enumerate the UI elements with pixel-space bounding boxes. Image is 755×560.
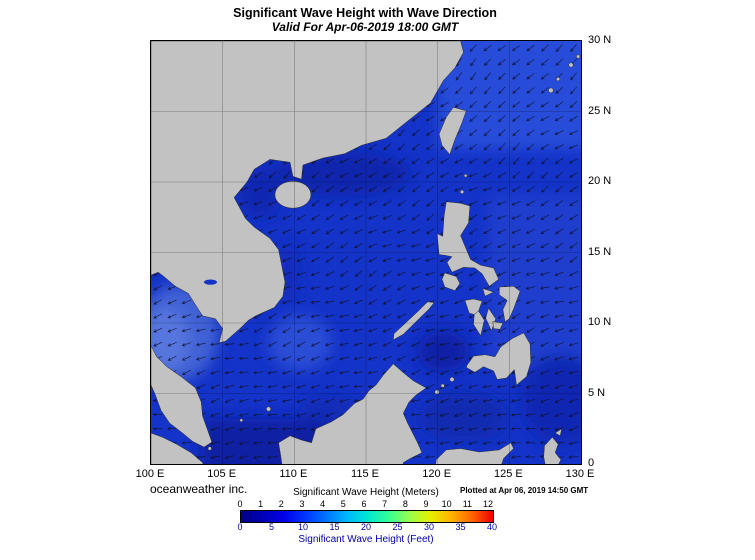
meters-tick-value: 8 bbox=[402, 499, 408, 509]
lat-tick-label: 30 N bbox=[588, 34, 612, 46]
meters-tick-value: 11 bbox=[462, 499, 473, 509]
feet-tick-value: 0 bbox=[237, 522, 243, 532]
feet-tick-value: 15 bbox=[329, 522, 340, 532]
lon-tick-label: 100 E bbox=[135, 468, 165, 480]
chart-title: Significant Wave Height with Wave Direct… bbox=[233, 6, 497, 20]
legend-feet-ticks: 0 5 10 15 20 25 30 35 40 bbox=[237, 522, 497, 532]
lat-tick-label: 0 bbox=[588, 457, 595, 469]
lon-tick-label: 130 E bbox=[565, 468, 595, 480]
feet-tick-value: 35 bbox=[455, 522, 466, 532]
meters-tick-value: 6 bbox=[361, 499, 367, 509]
feet-tick-value: 20 bbox=[360, 522, 372, 532]
lat-tick-label: 5 N bbox=[588, 386, 606, 399]
meters-tick-value: 5 bbox=[340, 499, 346, 509]
lon-tick-label: 125 E bbox=[493, 468, 523, 480]
meters-tick-value: 2 bbox=[278, 499, 284, 509]
chart-subtitle: Valid For Apr-06-2019 18:00 GMT bbox=[271, 20, 459, 34]
lon-tick-label: 120 E bbox=[422, 468, 452, 480]
plotted-timestamp: Plotted at Apr 06, 2019 14:50 GMT bbox=[460, 486, 589, 495]
feet-tick-value: 5 bbox=[268, 522, 275, 532]
legend-title-meters: Significant Wave Height (Meters) bbox=[293, 487, 439, 498]
map-frame bbox=[150, 40, 582, 465]
feet-tick-value: 40 bbox=[486, 522, 498, 532]
meters-tick-value: 3 bbox=[299, 499, 305, 509]
meters-tick-value: 7 bbox=[382, 499, 388, 509]
lon-tick-label: 105 E bbox=[207, 468, 237, 480]
legend-meters-ticks: 0 1 2 3 4 5 6 7 8 9 10 11 12 bbox=[237, 499, 494, 509]
colorbar bbox=[240, 510, 494, 523]
lat-tick-label: 25 N bbox=[588, 104, 612, 117]
lat-tick-label: 10 N bbox=[588, 316, 612, 328]
wave-map-canvas bbox=[151, 41, 581, 464]
meters-tick-value: 4 bbox=[320, 499, 326, 509]
lat-tick-label: 20 N bbox=[588, 175, 612, 187]
meters-tick-value: 10 bbox=[441, 499, 452, 509]
feet-tick-value: 10 bbox=[297, 522, 309, 532]
meters-tick-value: 9 bbox=[423, 499, 429, 509]
landmass-layer bbox=[151, 41, 581, 464]
lon-tick-label: 110 E bbox=[279, 468, 308, 480]
tonle-sap-lake bbox=[203, 279, 217, 285]
credit-text: oceanweather inc. bbox=[150, 482, 248, 496]
feet-tick-value: 25 bbox=[392, 522, 403, 532]
feet-tick-value: 30 bbox=[423, 522, 435, 532]
meters-tick-value: 12 bbox=[482, 499, 494, 509]
meters-tick-value: 0 bbox=[237, 499, 243, 509]
lon-tick-label: 115 E bbox=[351, 468, 379, 480]
graticule-grid bbox=[151, 41, 581, 464]
lat-tick-label: 15 N bbox=[588, 245, 612, 258]
meters-tick-value: 1 bbox=[258, 499, 264, 509]
legend-title-feet: Significant Wave Height (Feet) bbox=[298, 534, 434, 545]
